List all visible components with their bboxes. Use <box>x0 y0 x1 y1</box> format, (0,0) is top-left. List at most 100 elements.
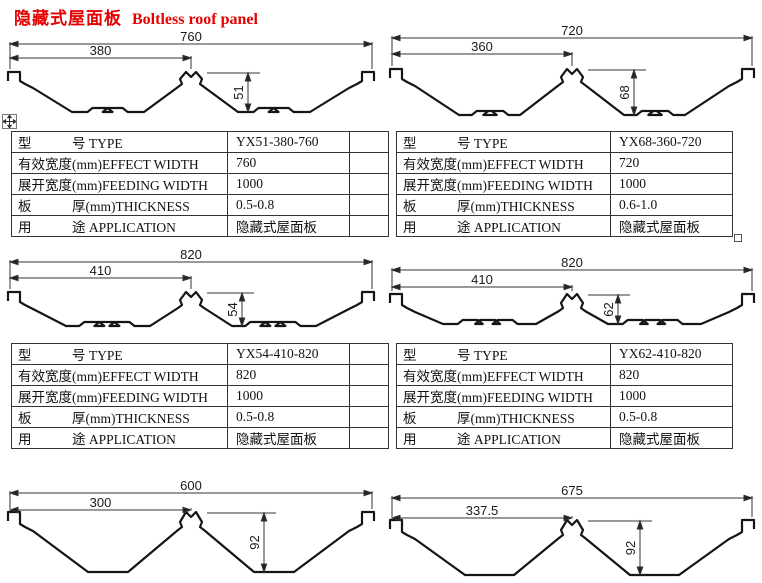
dimension-lines <box>390 34 754 117</box>
dim-arrowhead <box>563 283 574 291</box>
dimension-lines <box>8 40 374 114</box>
panel-profile-svg: 820 410 54 <box>6 247 376 328</box>
spec-value-cell: 1000 <box>227 385 350 407</box>
panel-profile-svg: 760 380 51 <box>6 30 376 114</box>
panel-diagram-675: 675 337.5 92 <box>386 468 758 581</box>
spec-empty-cell <box>349 173 389 195</box>
spec-empty-cell <box>349 194 389 216</box>
panel-profile-path <box>388 67 756 117</box>
spec-value-cell: YX51-380-760 <box>227 131 350 153</box>
spec-value-cell: YX54-410-820 <box>227 343 350 365</box>
spec-label-cell: 型 号 TYPE <box>396 343 611 365</box>
panel-profile-svg: 600 300 92 <box>6 478 376 574</box>
table-row: 板 厚(mm)THICKNESS 0.6-1.0 <box>396 194 733 216</box>
page-title: 隐藏式屋面板 Boltless roof panel <box>14 4 258 29</box>
spec-label-cell: 用 途 APPLICATION <box>396 427 611 449</box>
dim-arrowhead <box>363 258 374 266</box>
rib-spacing-label: 300 <box>90 495 112 510</box>
spec-label-cell: 型 号 TYPE <box>11 343 228 365</box>
table-move-handle-icon[interactable] <box>2 114 17 129</box>
panel-height-label: 92 <box>247 535 262 549</box>
spec-value-cell: 760 <box>227 152 350 174</box>
dimension-lines <box>390 494 754 577</box>
dim-arrowhead <box>182 506 193 514</box>
dim-arrowhead <box>244 71 252 82</box>
overall-width-label: 600 <box>180 478 202 493</box>
spec-label-cell: 型 号 TYPE <box>396 131 611 153</box>
table-resize-handle-icon[interactable] <box>734 234 742 242</box>
dim-arrowhead <box>614 293 622 304</box>
table-row: 有效宽度(mm)EFFECT WIDTH 760 <box>11 152 389 174</box>
dim-arrowhead <box>182 54 193 62</box>
table-row: 有效宽度(mm)EFFECT WIDTH 820 <box>396 364 733 386</box>
table-row: 型 号 TYPE YX68-360-720 <box>396 131 733 153</box>
spec-empty-cell <box>349 215 389 237</box>
overall-width-label: 675 <box>561 483 583 498</box>
table-row: 有效宽度(mm)EFFECT WIDTH 820 <box>11 364 389 386</box>
table-row: 展开宽度(mm)FEEDING WIDTH 1000 <box>11 385 389 407</box>
panel-height-label: 51 <box>231 85 246 99</box>
table-row: 展开宽度(mm)FEEDING WIDTH 1000 <box>396 385 733 407</box>
rib-spacing-label: 380 <box>90 43 112 58</box>
spec-value-cell: 820 <box>227 364 350 386</box>
spec-table-grid: 型 号 TYPE YX68-360-720 有效宽度(mm)EFFECT WIDTH… <box>396 131 733 237</box>
dim-arrowhead <box>636 519 644 530</box>
dim-arrowhead <box>8 489 19 497</box>
spec-empty-cell <box>349 427 389 449</box>
dim-arrowhead <box>8 506 19 514</box>
dim-arrowhead <box>390 266 401 274</box>
spec-empty-cell <box>349 131 389 153</box>
spec-value-cell: 1000 <box>610 385 733 407</box>
spec-table-grid: 型 号 TYPE YX51-380-760 有效宽度(mm)EFFECT WIDTH… <box>11 131 389 237</box>
table-row: 用 途 APPLICATION 隐藏式屋面板 <box>396 215 733 237</box>
spec-label-cell: 展开宽度(mm)FEEDING WIDTH <box>11 385 228 407</box>
panel-height-label: 54 <box>225 302 240 316</box>
spec-value-cell: 720 <box>610 152 733 174</box>
spec-table-yx54: 型 号 TYPE YX54-410-820 有效宽度(mm)EFFECT WIDTH… <box>11 343 389 449</box>
dim-arrowhead <box>390 514 401 522</box>
spec-value-cell: 0.5-0.8 <box>227 194 350 216</box>
dimension-lines <box>8 258 374 328</box>
spec-empty-cell <box>349 385 389 407</box>
panel-profile-path <box>6 290 376 328</box>
spec-label-cell: 有效宽度(mm)EFFECT WIDTH <box>11 364 228 386</box>
spec-label-cell: 型 号 TYPE <box>11 131 228 153</box>
spec-value-cell: 0.5-0.8 <box>227 406 350 428</box>
panel-height-label: 62 <box>601 302 616 316</box>
dim-arrowhead <box>238 317 246 328</box>
spec-label-cell: 展开宽度(mm)FEEDING WIDTH <box>396 385 611 407</box>
spec-empty-cell <box>349 152 389 174</box>
spec-label-cell: 板 厚(mm)THICKNESS <box>11 194 228 216</box>
panel-profile-path <box>6 70 376 114</box>
spec-label-cell: 有效宽度(mm)EFFECT WIDTH <box>396 364 611 386</box>
dim-arrowhead <box>182 274 193 282</box>
dim-arrowhead <box>390 494 401 502</box>
overall-width-label: 760 <box>180 30 202 44</box>
dim-arrowhead <box>363 489 374 497</box>
panel-profile-path <box>388 518 756 577</box>
spec-label-cell: 用 途 APPLICATION <box>11 427 228 449</box>
dim-arrowhead <box>238 291 246 302</box>
dim-arrowhead <box>390 283 401 291</box>
panel-profile-svg: 675 337.5 92 <box>388 483 756 577</box>
dim-arrowhead <box>743 494 754 502</box>
spec-label-cell: 板 厚(mm)THICKNESS <box>396 406 611 428</box>
rib-spacing-label: 337.5 <box>466 503 499 518</box>
spec-empty-cell <box>349 364 389 386</box>
spec-value-cell: 隐藏式屋面板 <box>227 427 350 449</box>
spec-value-cell: 隐藏式屋面板 <box>610 427 733 449</box>
dim-arrowhead <box>8 40 19 48</box>
spec-label-cell: 板 厚(mm)THICKNESS <box>396 194 611 216</box>
table-row: 用 途 APPLICATION 隐藏式屋面板 <box>11 215 389 237</box>
move-cross-icon <box>2 114 17 129</box>
dimension-lines <box>8 489 374 574</box>
spec-label-cell: 展开宽度(mm)FEEDING WIDTH <box>396 173 611 195</box>
table-row: 型 号 TYPE YX62-410-820 <box>396 343 733 365</box>
table-row: 用 途 APPLICATION 隐藏式屋面板 <box>11 427 389 449</box>
spec-value-cell: 1000 <box>227 173 350 195</box>
spec-value-cell: YX68-360-720 <box>610 131 733 153</box>
dim-arrowhead <box>390 34 401 42</box>
panel-profile-path <box>6 510 376 574</box>
panel-diagram-yx51: 760 380 51 <box>4 30 378 126</box>
spec-value-cell: 0.5-0.8 <box>610 406 733 428</box>
